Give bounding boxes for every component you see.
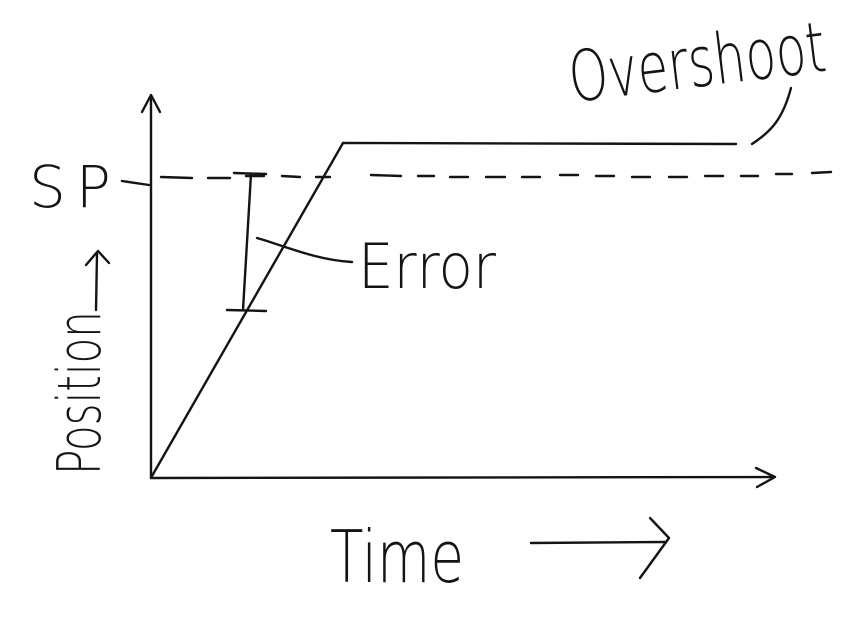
y-axis xyxy=(140,93,162,480)
time-arrow-icon xyxy=(529,516,671,580)
overshoot-label: Overshoot xyxy=(564,6,830,119)
response-plateau xyxy=(341,141,738,146)
overshoot-leader xyxy=(750,86,793,146)
position-arrow-icon xyxy=(84,249,111,312)
error-label: Error xyxy=(358,230,496,303)
error-leader xyxy=(255,236,354,264)
setpoint-label: SP xyxy=(29,153,121,221)
x-axis-label: Time xyxy=(330,515,464,599)
x-axis xyxy=(149,466,777,489)
setpoint-tick xyxy=(120,179,151,187)
y-axis-label: Position xyxy=(45,311,115,475)
error-bar xyxy=(225,171,268,313)
